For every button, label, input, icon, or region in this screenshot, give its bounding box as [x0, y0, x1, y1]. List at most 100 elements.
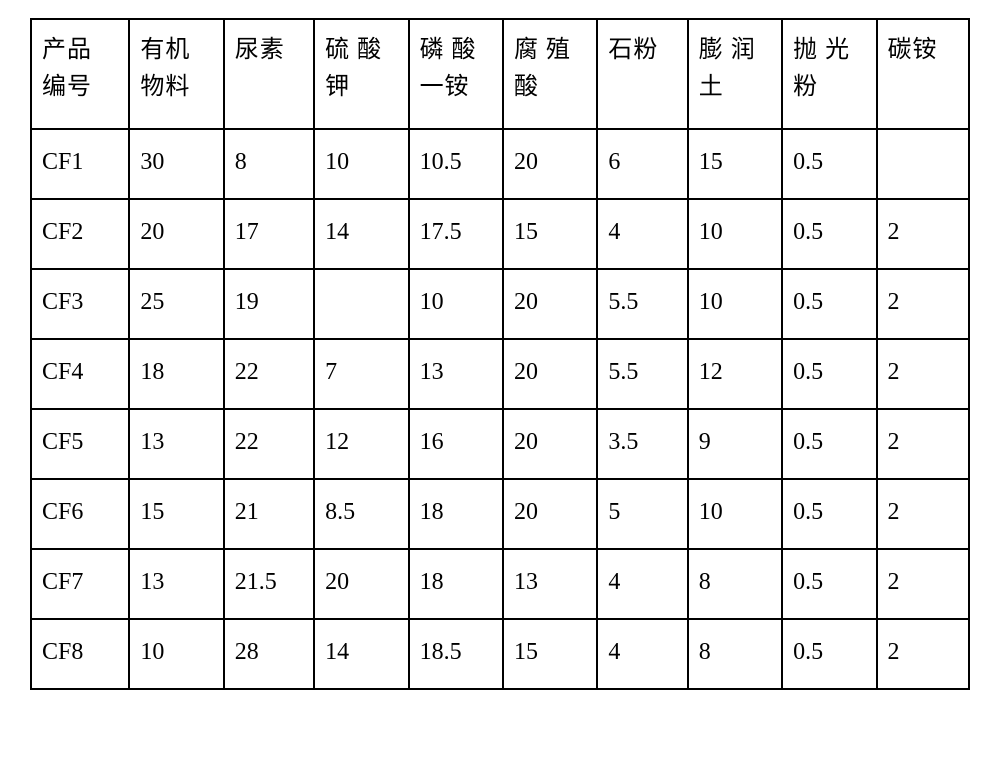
column-header: 有机物料 — [129, 19, 223, 129]
data-cell: 20 — [503, 409, 597, 479]
table-row: CF615218.518205100.52 — [31, 479, 969, 549]
column-header: 碳铵 — [877, 19, 970, 129]
data-cell: 13 — [503, 549, 597, 619]
data-cell: 4 — [597, 549, 687, 619]
data-cell: 13 — [129, 549, 223, 619]
data-cell: 20 — [503, 339, 597, 409]
row-id-cell: CF6 — [31, 479, 129, 549]
data-cell: 15 — [688, 129, 782, 199]
data-cell: 10.5 — [409, 129, 503, 199]
table-header-row: 产品编号有机物料尿素硫 酸钾磷 酸一铵腐 殖酸石粉膨 润土抛 光粉碳铵 — [31, 19, 969, 129]
table-row: CF810281418.515480.52 — [31, 619, 969, 689]
data-cell: 20 — [503, 479, 597, 549]
data-cell: 0.5 — [782, 619, 876, 689]
data-cell: 0.5 — [782, 199, 876, 269]
data-cell: 2 — [877, 269, 970, 339]
data-cell: 2 — [877, 339, 970, 409]
data-cell: 17 — [224, 199, 314, 269]
data-cell: 2 — [877, 479, 970, 549]
table-row: CF71321.5201813480.52 — [31, 549, 969, 619]
data-cell: 14 — [314, 199, 408, 269]
row-id-cell: CF5 — [31, 409, 129, 479]
data-cell: 25 — [129, 269, 223, 339]
row-id-cell: CF3 — [31, 269, 129, 339]
data-cell — [314, 269, 408, 339]
data-cell: 21.5 — [224, 549, 314, 619]
data-cell: 4 — [597, 619, 687, 689]
data-cell: 20 — [129, 199, 223, 269]
data-cell: 13 — [129, 409, 223, 479]
column-header: 硫 酸钾 — [314, 19, 408, 129]
row-id-cell: CF1 — [31, 129, 129, 199]
column-header: 石粉 — [597, 19, 687, 129]
table-row: CF3251910205.5100.52 — [31, 269, 969, 339]
data-cell: 5.5 — [597, 339, 687, 409]
row-id-cell: CF7 — [31, 549, 129, 619]
data-cell: 21 — [224, 479, 314, 549]
column-header: 产品编号 — [31, 19, 129, 129]
data-cell: 5.5 — [597, 269, 687, 339]
page: 产品编号有机物料尿素硫 酸钾磷 酸一铵腐 殖酸石粉膨 润土抛 光粉碳铵CF130… — [0, 0, 1000, 763]
data-cell: 2 — [877, 199, 970, 269]
data-cell: 10 — [409, 269, 503, 339]
row-id-cell: CF4 — [31, 339, 129, 409]
data-cell: 16 — [409, 409, 503, 479]
data-cell: 13 — [409, 339, 503, 409]
column-header: 抛 光粉 — [782, 19, 876, 129]
data-cell: 17.5 — [409, 199, 503, 269]
data-cell: 4 — [597, 199, 687, 269]
data-cell: 7 — [314, 339, 408, 409]
data-cell: 8 — [688, 549, 782, 619]
data-cell: 0.5 — [782, 479, 876, 549]
column-header: 膨 润土 — [688, 19, 782, 129]
data-cell: 22 — [224, 409, 314, 479]
data-table: 产品编号有机物料尿素硫 酸钾磷 酸一铵腐 殖酸石粉膨 润土抛 光粉碳铵CF130… — [30, 18, 970, 690]
data-cell: 8 — [688, 619, 782, 689]
data-cell: 9 — [688, 409, 782, 479]
data-cell: 8 — [224, 129, 314, 199]
data-cell: 28 — [224, 619, 314, 689]
row-id-cell: CF2 — [31, 199, 129, 269]
column-header: 磷 酸一铵 — [409, 19, 503, 129]
data-cell: 22 — [224, 339, 314, 409]
data-cell: 15 — [129, 479, 223, 549]
column-header: 腐 殖酸 — [503, 19, 597, 129]
data-cell: 20 — [503, 129, 597, 199]
data-cell: 20 — [503, 269, 597, 339]
data-cell: 0.5 — [782, 549, 876, 619]
table-row: CF41822713205.5120.52 — [31, 339, 969, 409]
data-cell: 10 — [314, 129, 408, 199]
column-header: 尿素 — [224, 19, 314, 129]
data-cell: 10 — [688, 479, 782, 549]
data-cell: 15 — [503, 199, 597, 269]
data-cell: 0.5 — [782, 339, 876, 409]
data-cell: 14 — [314, 619, 408, 689]
table-row: CF513221216203.590.52 — [31, 409, 969, 479]
data-cell: 6 — [597, 129, 687, 199]
table-row: CF13081010.5206150.5 — [31, 129, 969, 199]
data-cell: 30 — [129, 129, 223, 199]
data-cell: 2 — [877, 619, 970, 689]
data-cell: 18.5 — [409, 619, 503, 689]
table-row: CF220171417.5154100.52 — [31, 199, 969, 269]
data-cell: 18 — [409, 549, 503, 619]
data-cell: 12 — [688, 339, 782, 409]
data-cell: 20 — [314, 549, 408, 619]
data-cell: 3.5 — [597, 409, 687, 479]
data-cell: 0.5 — [782, 409, 876, 479]
row-id-cell: CF8 — [31, 619, 129, 689]
data-cell: 5 — [597, 479, 687, 549]
data-cell — [877, 129, 970, 199]
data-cell: 18 — [409, 479, 503, 549]
data-cell: 8.5 — [314, 479, 408, 549]
data-cell: 0.5 — [782, 269, 876, 339]
data-cell: 19 — [224, 269, 314, 339]
data-cell: 2 — [877, 409, 970, 479]
data-cell: 10 — [129, 619, 223, 689]
data-cell: 10 — [688, 199, 782, 269]
data-cell: 2 — [877, 549, 970, 619]
data-cell: 15 — [503, 619, 597, 689]
data-cell: 18 — [129, 339, 223, 409]
data-cell: 12 — [314, 409, 408, 479]
data-cell: 0.5 — [782, 129, 876, 199]
